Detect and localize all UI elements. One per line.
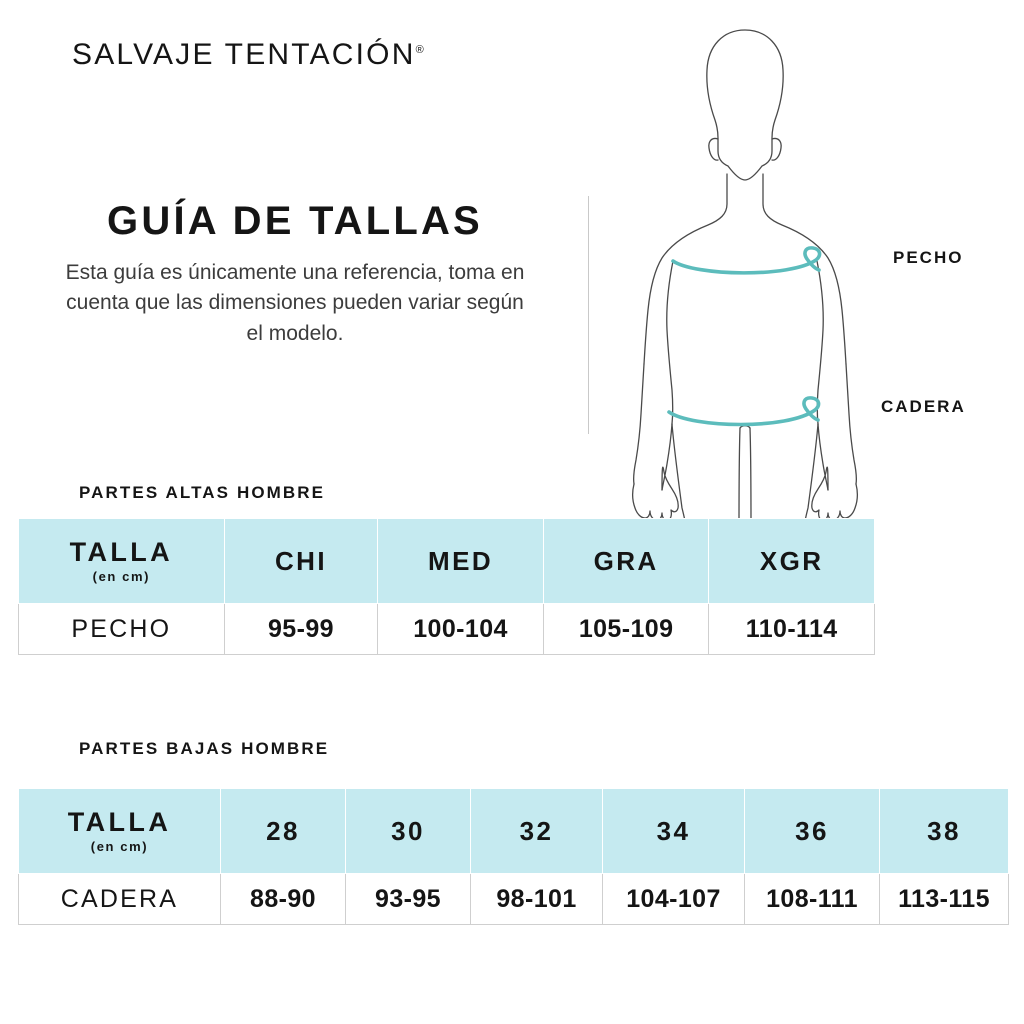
cell-cadera-3: 104-107: [602, 873, 745, 925]
size-table-upper: TALLA (en cm) CHI MED GRA XGR PECHO 95-9…: [18, 518, 875, 655]
talla-label: TALLA: [67, 807, 172, 838]
header-cell-size-1: 30: [345, 788, 471, 874]
cell-cadera-1: 93-95: [345, 873, 471, 925]
callout-label-pecho: PECHO: [893, 248, 964, 267]
talla-unit-label: (en cm): [92, 568, 151, 584]
cell-pecho-3: 110-114: [708, 603, 875, 655]
cell-pecho-0: 95-99: [223, 603, 379, 655]
male-body-figure: [600, 8, 890, 528]
cell-cadera-4: 108-111: [744, 873, 880, 925]
table-header-row: TALLA (en cm) CHI MED GRA XGR: [18, 518, 875, 604]
cell-pecho-2: 105-109: [542, 603, 710, 655]
header-cell-size-4: 36: [744, 788, 880, 874]
brand-logo: SALVAJE TENTACIÓN®: [72, 38, 424, 72]
header-cell-size-2: 32: [470, 788, 603, 874]
talla-label: TALLA: [69, 537, 174, 568]
row-label-cadera: CADERA: [18, 873, 221, 925]
table-row: PECHO 95-99 100-104 105-109 110-114: [18, 603, 875, 655]
cell-pecho-1: 100-104: [377, 603, 544, 655]
cell-cadera-2: 98-101: [470, 873, 603, 925]
header-cell-talla: TALLA (en cm): [18, 518, 225, 604]
page-subtitle: Esta guía es únicamente una referencia, …: [65, 261, 525, 345]
header-cell-size-3: XGR: [708, 518, 875, 604]
page-title: GUÍA DE TALLAS: [107, 199, 483, 243]
brand-name: SALVAJE TENTACIÓN: [72, 38, 416, 71]
cell-cadera-0: 88-90: [220, 873, 346, 925]
cell-cadera-5: 113-115: [879, 873, 1009, 925]
header-cell-size-5: 38: [879, 788, 1009, 874]
header-cell-size-1: MED: [377, 518, 544, 604]
callout-label-cadera: CADERA: [881, 397, 966, 416]
vertical-divider: [588, 196, 589, 434]
chest-measure-line-icon: [671, 246, 822, 275]
registered-trademark-icon: ®: [415, 44, 424, 56]
body-outline-icon: [631, 29, 859, 528]
table-header-row: TALLA (en cm) 28 30 32 34 36 38: [18, 788, 1009, 874]
header-cell-size-0: CHI: [223, 518, 379, 604]
section-caption-upper: PARTES ALTAS HOMBRE: [79, 483, 326, 502]
header-cell-size-3: 34: [602, 788, 745, 874]
row-label-pecho: PECHO: [18, 603, 225, 655]
header-cell-size-2: GRA: [542, 518, 710, 604]
header-cell-talla: TALLA (en cm): [18, 788, 221, 874]
header-cell-size-0: 28: [220, 788, 346, 874]
hip-measure-line-icon: [667, 396, 821, 427]
table-row: CADERA 88-90 93-95 98-101 104-107 108-11…: [18, 873, 1009, 925]
size-table-lower: TALLA (en cm) 28 30 32 34 36 38 CADERA 8…: [18, 788, 1009, 925]
headline-block: GUÍA DE TALLAS Esta guía es únicamente u…: [60, 200, 530, 349]
talla-unit-label: (en cm): [90, 838, 149, 854]
section-caption-lower: PARTES BAJAS HOMBRE: [79, 739, 330, 758]
